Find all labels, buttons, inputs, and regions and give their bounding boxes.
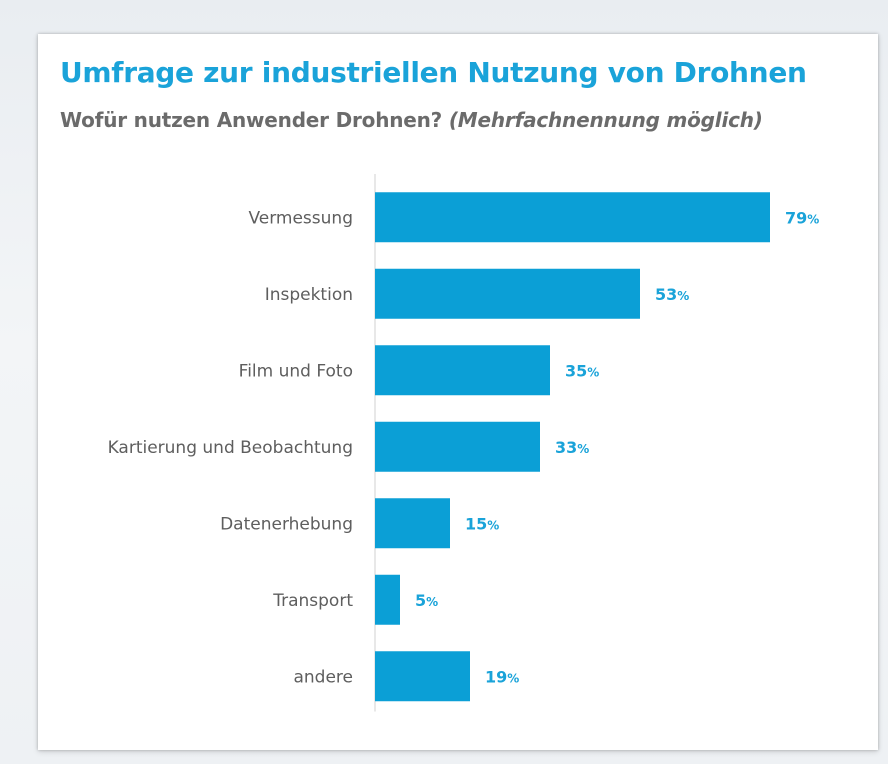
bar-2 xyxy=(375,268,640,319)
chart-card: Umfrage zur industriellen Nutzung von Dr… xyxy=(38,34,878,750)
bar-5 xyxy=(375,498,450,549)
category-label: Vermessung xyxy=(248,208,353,228)
value-label: 35% xyxy=(565,361,599,380)
value-label: 79% xyxy=(785,208,819,227)
category-label: Datenerhebung xyxy=(220,514,353,534)
value-label: 19% xyxy=(485,667,519,686)
subtitle-note: (Mehrfachnennung möglich) xyxy=(448,108,763,132)
subtitle-question: Wofür nutzen Anwender Drohnen? xyxy=(60,108,443,132)
category-label: Transport xyxy=(272,591,353,611)
category-label: Inspektion xyxy=(265,285,353,305)
chart-title: Umfrage zur industriellen Nutzung von Dr… xyxy=(60,56,807,89)
bar-7 xyxy=(375,651,470,702)
value-label: 15% xyxy=(465,514,499,533)
value-label: 53% xyxy=(655,285,689,304)
category-label: andere xyxy=(293,667,353,687)
value-label: 5% xyxy=(415,591,438,610)
category-label: Film und Foto xyxy=(239,361,353,381)
bar-6 xyxy=(375,574,400,625)
category-label: Kartierung und Beobachtung xyxy=(108,438,353,458)
chart-subtitle: Wofür nutzen Anwender Drohnen? (Mehrfach… xyxy=(60,108,763,132)
bar-4 xyxy=(375,421,540,472)
bar-3 xyxy=(375,345,550,396)
bar-chart: Vermessung 79% Inspektion 53% Film und Foto 3… xyxy=(108,174,819,712)
bar-1 xyxy=(375,192,770,243)
value-label: 33% xyxy=(555,438,589,457)
